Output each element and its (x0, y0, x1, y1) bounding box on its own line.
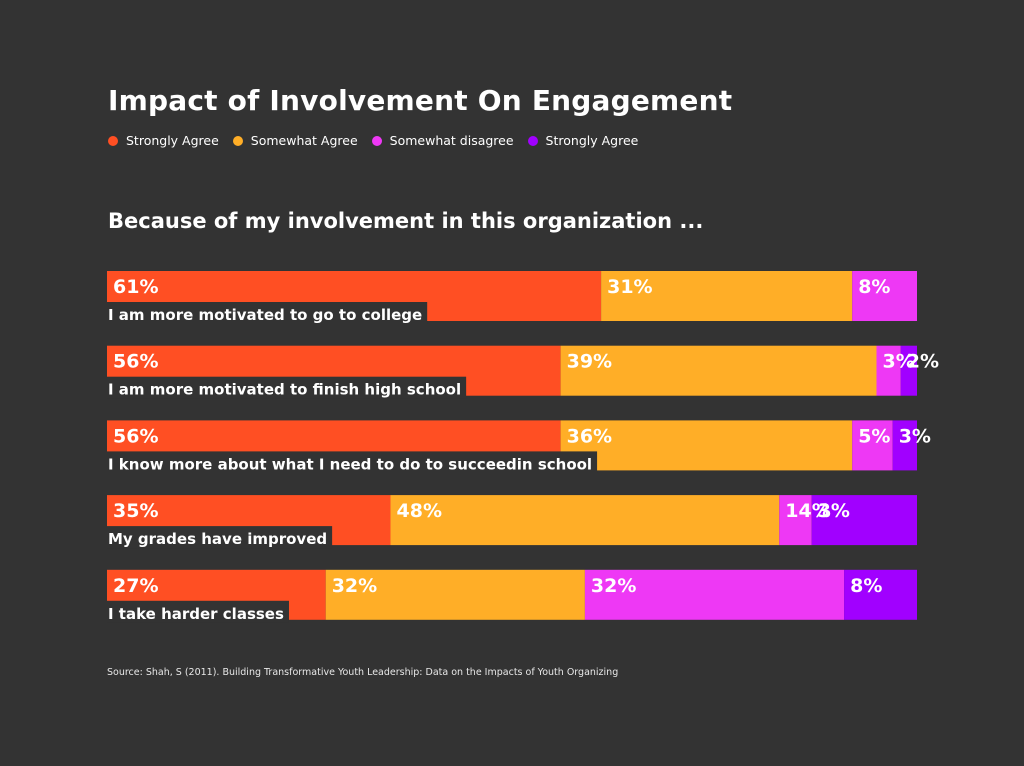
data-label-strongly-agree: 27% (113, 575, 158, 597)
row-label: My grades have improved (108, 530, 327, 548)
bar-segment-somewhat-disagree (876, 345, 901, 396)
bar-segment-somewhat-agree (601, 271, 853, 321)
data-label-strongly-disagree: 3% (899, 425, 931, 447)
bar-segment-somewhat-agree (390, 495, 780, 546)
legend-label: Strongly Agree (126, 133, 219, 148)
legend-label: Strongly Agree (545, 133, 639, 148)
source-note: Source: Shah, S (2011). Building Transfo… (107, 667, 619, 678)
data-label-somewhat-disagree: 14% (785, 500, 830, 522)
legend: Strongly Agree Somewhat Agree Somewhat d… (108, 133, 652, 148)
data-label-somewhat-agree: 31% (607, 276, 652, 298)
chart-title: Impact of Involvement On Engagement (108, 84, 733, 117)
legend-item-strongly-disagree: Strongly Agree (527, 133, 639, 148)
data-label-strongly-disagree: 3% (818, 500, 850, 522)
data-label-strongly-agree: 61% (113, 276, 158, 298)
legend-label: Somewhat Agree (250, 133, 358, 148)
bar-segment-strongly-disagree (844, 569, 917, 620)
bar-segment-somewhat-agree (560, 345, 877, 396)
row-label-background (107, 376, 467, 399)
data-label-somewhat-disagree: 3% (883, 351, 915, 373)
bar-segment-somewhat-agree (325, 569, 585, 620)
data-label-somewhat-agree: 39% (567, 351, 612, 373)
data-label-strongly-disagree: 2% (907, 351, 939, 373)
row-label: I am more motivated to go to college (108, 306, 422, 324)
legend-swatch-strongly-agree (108, 135, 118, 146)
data-label-strongly-agree: 56% (113, 351, 158, 373)
bar-segment-strongly-disagree (900, 345, 917, 396)
row-label-background (107, 526, 333, 549)
data-label-strongly-agree: 56% (113, 425, 158, 447)
legend-item-somewhat-agree: Somewhat Agree (232, 133, 358, 148)
legend-item-strongly-agree: Strongly Agree (108, 133, 219, 148)
data-label-strongly-agree: 35% (113, 500, 158, 522)
bar-segment-somewhat-disagree (852, 271, 917, 321)
legend-swatch-somewhat-agree (232, 135, 243, 146)
row-label: I take harder classes (108, 605, 284, 623)
bar-segment-somewhat-agree (560, 420, 853, 471)
legend-swatch-somewhat-disagree (371, 135, 382, 146)
data-label-somewhat-agree: 36% (567, 425, 612, 447)
legend-label: Somewhat disagree (389, 133, 514, 148)
row-label-background (107, 600, 289, 623)
legend-item-somewhat-disagree: Somewhat disagree (371, 133, 514, 148)
data-label-somewhat-agree: 32% (332, 575, 377, 597)
data-label-somewhat-agree: 48% (397, 500, 442, 522)
bar-segment-strongly-disagree (892, 420, 917, 471)
data-label-strongly-disagree: 8% (850, 575, 882, 597)
bar-segment-somewhat-disagree (584, 569, 845, 620)
data-label-somewhat-disagree: 32% (591, 575, 636, 597)
bar-segment-somewhat-disagree (852, 420, 893, 471)
row-label: I know more about what I need to do to s… (108, 455, 592, 473)
data-label-somewhat-disagree: 8% (858, 276, 890, 298)
row-label-background (107, 451, 598, 474)
row-label-background (107, 302, 428, 324)
bar-segment-strongly-disagree (811, 495, 917, 546)
chart-subtitle: Because of my involvement in this organi… (108, 209, 704, 233)
data-label-somewhat-disagree: 5% (858, 425, 890, 447)
bar-segment-somewhat-disagree (779, 495, 812, 546)
legend-swatch-strongly-disagree (527, 135, 538, 146)
row-label: I am more motivated to finish high schoo… (108, 381, 461, 399)
